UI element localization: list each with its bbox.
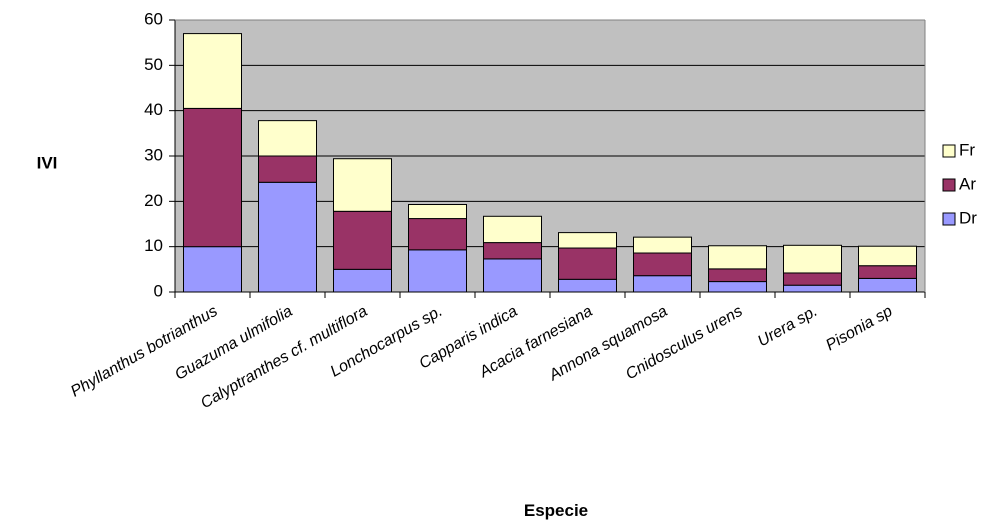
legend: Fr Ar Dr [942, 140, 977, 227]
bar-segment-ar [408, 218, 467, 251]
legend-label-fr: Fr [959, 140, 975, 159]
bar-segment-fr [633, 236, 692, 254]
axes [169, 19, 926, 298]
bar-segment-fr [858, 245, 917, 267]
bar-segment-dr [333, 268, 392, 293]
bar-segment-fr [183, 33, 242, 109]
bar-segment-fr [258, 120, 317, 157]
bar-segment-dr [183, 246, 242, 293]
x-tick-label: Pisonia sp [823, 303, 896, 355]
bar-segment-fr [483, 215, 542, 244]
bars [183, 33, 917, 293]
bar-segment-ar [633, 252, 692, 277]
bar-segment-fr [558, 232, 617, 249]
legend-swatch-ar [942, 178, 956, 192]
bar-segment-dr [633, 275, 692, 293]
bar-segment-dr [858, 277, 917, 293]
bar-segment-dr [558, 278, 617, 293]
y-tick-label: 60 [144, 9, 163, 28]
bar-segment-ar [183, 107, 242, 248]
bar-segment-dr [258, 181, 317, 293]
legend-swatch-fr [942, 144, 956, 158]
y-tick-label: 10 [144, 236, 163, 255]
bar-segment-fr [333, 158, 392, 212]
bar-segment-ar [258, 155, 317, 183]
y-tick-labels: 0 10 20 30 40 50 60 [144, 9, 163, 300]
legend-swatch-dr [942, 212, 956, 226]
bar-segment-dr [783, 284, 842, 293]
bar-segment-dr [708, 281, 767, 293]
bar-segment-fr [783, 244, 842, 274]
bar-segment-ar [783, 272, 842, 286]
y-tick-label: 30 [144, 145, 163, 164]
y-tick-label: 50 [144, 55, 163, 74]
y-tick-label: 0 [154, 281, 163, 300]
x-tick-label: Urera sp. [755, 303, 820, 351]
legend-label-dr: Dr [959, 208, 977, 227]
bar-segment-fr [708, 245, 767, 270]
bar-segment-ar [333, 210, 392, 270]
x-axis-label: Especie [524, 501, 588, 520]
bar-segment-ar [858, 265, 917, 279]
bar-segment-fr [408, 204, 467, 220]
y-tick-label: 40 [144, 100, 163, 119]
x-tick-label: Phyllanthus botrianthus [68, 303, 221, 401]
y-axis-label: IVI [37, 153, 58, 172]
bar-segment-ar [483, 242, 542, 260]
y-tick-label: 20 [144, 191, 163, 210]
legend-label-ar: Ar [959, 174, 976, 193]
bar-segment-dr [408, 249, 467, 293]
bar-segment-dr [483, 258, 542, 293]
bar-segment-ar [558, 247, 617, 280]
bar-segment-ar [708, 268, 767, 283]
